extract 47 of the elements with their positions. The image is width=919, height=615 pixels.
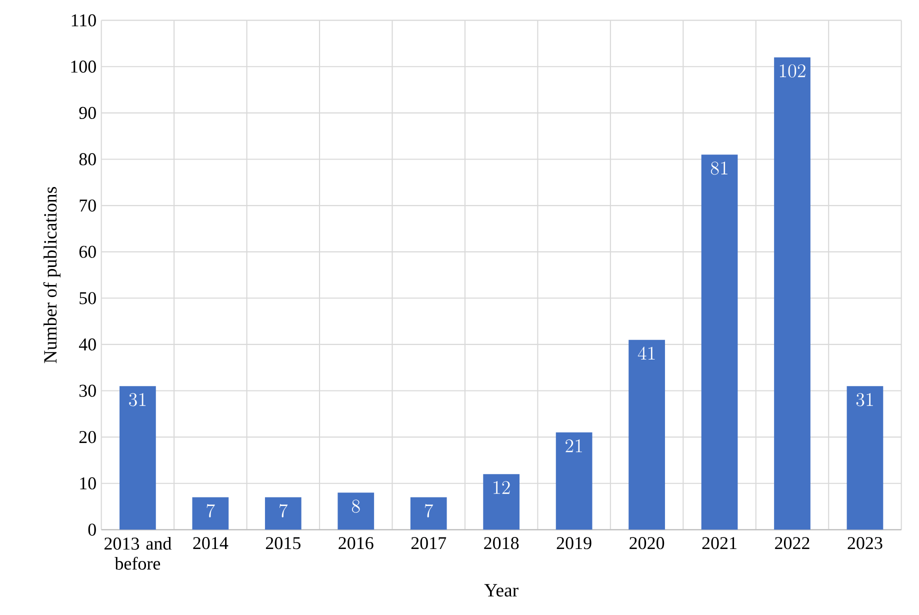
bar	[774, 57, 810, 530]
bar	[338, 492, 374, 530]
data-label: 31	[856, 393, 873, 406]
y-tick-label: 70	[80, 199, 96, 212]
y-tick-label: 10	[80, 477, 96, 490]
y-tick-label: 100	[71, 60, 96, 73]
data-label: 8	[352, 500, 360, 513]
x-tick-label: 2022	[775, 537, 810, 550]
data-label: 7	[206, 504, 215, 518]
x-tick-label: 2016	[338, 537, 374, 550]
x-tick-label: 2018	[484, 537, 519, 550]
x-tick-label: 2013 and before	[104, 537, 172, 570]
y-tick-label: 60	[79, 246, 96, 258]
y-tick-label: 80	[79, 153, 96, 166]
data-label: 31	[129, 393, 146, 406]
bar	[264, 497, 302, 530]
x-axis-title: Year	[484, 584, 518, 597]
bar	[483, 474, 520, 530]
x-tick-label: 2014	[193, 537, 228, 550]
bar	[846, 386, 884, 530]
bar	[410, 497, 447, 530]
y-tick-label: 110	[72, 14, 96, 26]
y-tick-label: 90	[79, 106, 96, 119]
bar	[701, 154, 738, 530]
data-label: 7	[280, 504, 288, 518]
bar	[628, 340, 665, 530]
x-tick-label: 2023	[848, 537, 882, 550]
bar	[192, 497, 229, 530]
x-tick-label: 2017	[411, 537, 446, 550]
data-label: 81	[710, 162, 728, 175]
y-tick-label: 30	[79, 384, 96, 397]
bar	[556, 432, 592, 530]
data-label: 21	[566, 439, 582, 452]
y-tick-label: 50	[80, 292, 96, 304]
x-tick-label: 2020	[630, 537, 664, 550]
x-tick-label: 2019	[556, 537, 592, 550]
x-tick-label: 2015	[266, 537, 300, 550]
x-tick-label: 2021	[702, 537, 736, 550]
data-label: 102	[780, 64, 806, 78]
data-label: 7	[424, 504, 434, 518]
y-tick-label: 0	[88, 524, 96, 536]
y-tick-label: 40	[78, 338, 96, 351]
data-label: 41	[638, 346, 655, 360]
y-axis-title: Number of publications	[43, 187, 60, 364]
data-label: 12	[494, 481, 510, 494]
y-tick-label: 20	[79, 430, 96, 444]
bar	[120, 386, 156, 530]
